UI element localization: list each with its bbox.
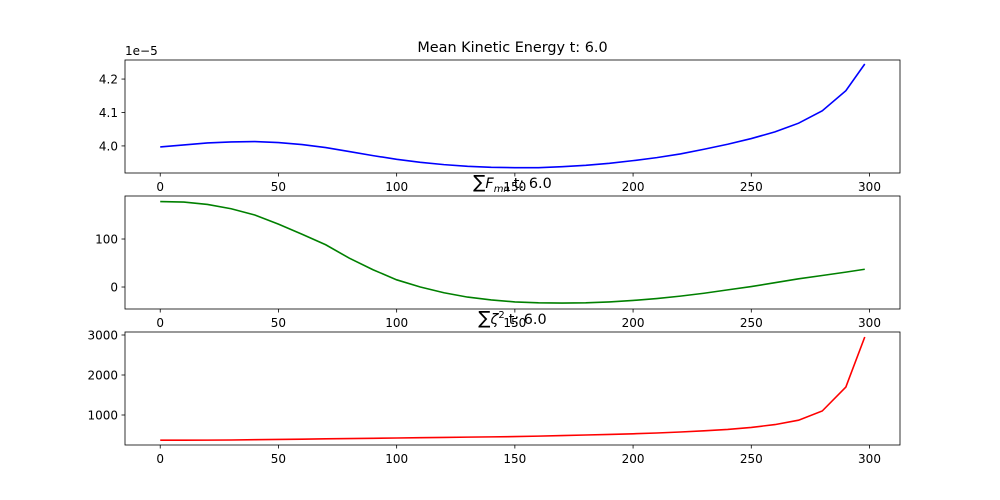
x-tick-label: 250 — [740, 452, 763, 466]
x-tick-label: 50 — [271, 180, 286, 194]
chart-title: ∑Fmn t: 6.0 — [473, 172, 551, 195]
title-rest: t: 6.0 — [514, 176, 552, 192]
x-tick-label: 300 — [858, 316, 881, 330]
title-symbol: ∑ — [473, 172, 485, 193]
data-line — [160, 63, 866, 169]
x-tick-label: 100 — [385, 452, 408, 466]
axes-frame — [124, 331, 901, 446]
x-tick-label: 250 — [740, 180, 763, 194]
chart-title: Mean Kinetic Energy t: 6.0 — [417, 40, 607, 56]
y-tick-label: 4.2 — [99, 73, 118, 87]
title-base: ζ — [489, 312, 499, 328]
x-tick-label: 200 — [622, 452, 645, 466]
y-tick-label: 100 — [95, 233, 118, 247]
x-tick-label: 200 — [622, 316, 645, 330]
title-rest: t: 6.0 — [509, 312, 547, 328]
x-tick-label: 50 — [271, 452, 286, 466]
x-tick-label: 300 — [858, 180, 881, 194]
x-tick-label: 150 — [503, 180, 526, 194]
x-tick-label: 50 — [271, 316, 286, 330]
x-tick-label: 150 — [503, 452, 526, 466]
x-tick-label: 0 — [156, 180, 164, 194]
y-offset-label: 1e−5 — [125, 44, 158, 58]
axes-frame — [124, 59, 901, 174]
y-tick-label: 1000 — [87, 409, 118, 423]
y-tick-label: 2000 — [87, 369, 118, 383]
x-tick-label: 0 — [156, 316, 164, 330]
x-tick-label: 200 — [622, 180, 645, 194]
data-line — [160, 336, 866, 441]
title-base: F — [485, 176, 494, 192]
x-tick-label: 100 — [385, 316, 408, 330]
y-tick-label: 3000 — [87, 329, 118, 343]
x-tick-label: 100 — [385, 180, 408, 194]
title-sub: mn — [494, 184, 510, 195]
title-symbol: ∑ — [478, 308, 490, 329]
x-tick-label: 150 — [503, 316, 526, 330]
title-sup: 2 — [498, 310, 504, 321]
x-tick-label: 0 — [156, 452, 164, 466]
data-line — [160, 200, 865, 304]
axes-frame — [124, 195, 901, 310]
y-tick-label: 4.1 — [99, 106, 118, 120]
y-tick-label: 4.0 — [99, 139, 118, 153]
chart-title: ∑ζ2 t: 6.0 — [478, 308, 546, 329]
x-tick-label: 250 — [740, 316, 763, 330]
x-tick-label: 300 — [858, 452, 881, 466]
y-tick-label: 0 — [110, 281, 118, 295]
